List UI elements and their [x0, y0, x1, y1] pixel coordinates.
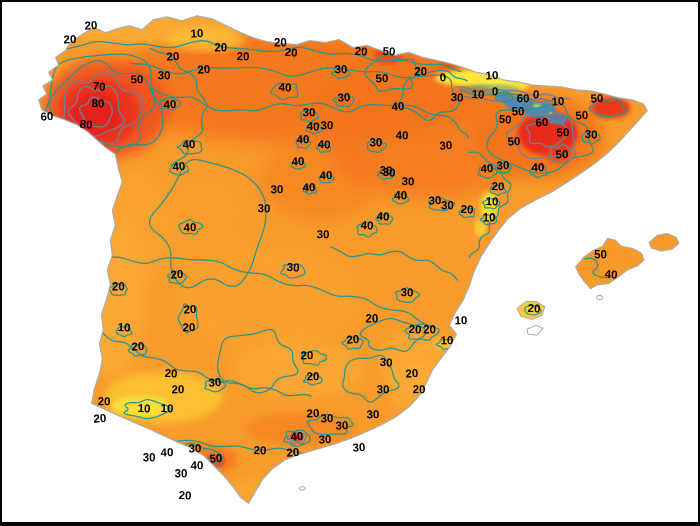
menorca-island [648, 232, 680, 252]
cabrera-islet [596, 294, 604, 301]
coastline [38, 15, 649, 505]
balearic-islands [298, 232, 680, 491]
ibiza-contour [524, 304, 542, 316]
mallorca-island [575, 237, 645, 290]
mallorca-contour [584, 257, 611, 279]
formentera-island [526, 324, 544, 336]
gibraltar-mark [298, 486, 306, 491]
